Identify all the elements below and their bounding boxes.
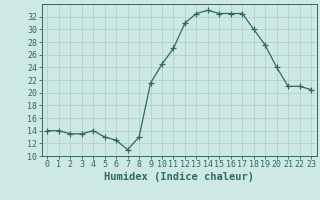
X-axis label: Humidex (Indice chaleur): Humidex (Indice chaleur) (104, 172, 254, 182)
